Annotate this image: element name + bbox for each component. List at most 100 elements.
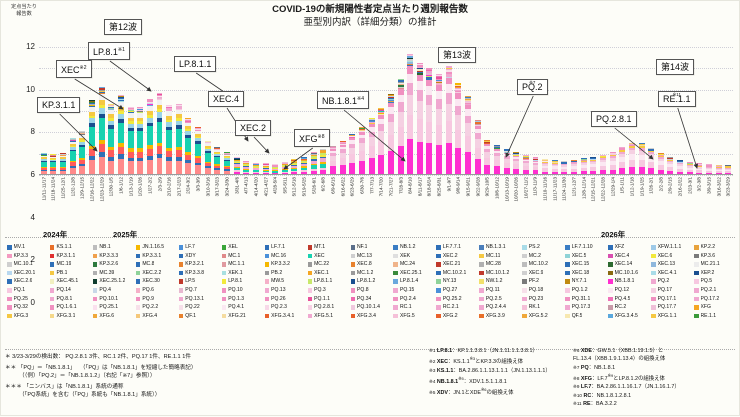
legend-swatch [136,314,141,319]
legend-item: MV.1 [7,243,50,252]
bar-segment [147,149,153,156]
x-axis-tick-label: 7/21-7/27 [388,177,393,196]
bar-slot [348,47,358,175]
legend-item: PQ.17.3 [565,303,608,312]
table-row [581,158,587,175]
x-axis-tick-label: 5/12-5/18 [292,177,297,196]
bar-segment [147,126,153,145]
x-label-slot: 3/2-3/8 [695,176,705,224]
bar-slot [521,47,531,175]
table-row [99,87,105,175]
x-axis-tick-label: 9/1-9/7 [446,177,451,191]
x-label-slot: 3/16-3/22 [714,176,724,224]
legend-label: PQ.1.1 [314,295,330,304]
legend-swatch [436,314,441,319]
legend-label: XEC.4 [615,252,630,261]
footnote: ※3 KS.1.1：BA.2.86.1.1.13.1.1.1（JN.1.13.1… [429,367,579,375]
legend-label: LP.8.1.2 [357,277,375,286]
legend-swatch [608,288,613,293]
legend-label: XFG [701,303,711,312]
bar-segment [426,122,432,143]
legend-swatch [93,305,98,310]
bar-segment [166,161,172,175]
legend-swatch [479,314,484,319]
bar-segment [70,151,76,160]
x-label-slot: 1/13-1/19 [126,176,136,224]
legend-item: NB.1.3.1 [479,243,522,252]
legend-swatch [565,262,570,267]
note-1-marker: ＊ [5,354,11,360]
legend-item: MC.24 [393,260,436,269]
x-axis-tick-label: 3/31-4/6 [234,177,239,194]
legend-swatch [179,279,184,284]
bar-slot [482,47,492,175]
bar-segment [349,148,355,155]
table-row [417,63,423,175]
bar-segment [118,147,124,154]
table-row [291,159,297,175]
table-row [195,127,201,175]
legend-item: XFG.1.1 [651,312,694,321]
legend-swatch [179,245,184,250]
legend-label: LP.8.1.1 [314,277,332,286]
legend-item: PQ.17.7 [651,303,694,312]
legend-item: PQ.13 [265,286,308,295]
x-label-slot: 12/30-1/5 [106,176,116,224]
legend-divider [5,237,735,238]
legend-label: XEC.6 [658,252,673,261]
legend-label: MC.10.1.6 [615,269,639,278]
table-row [639,143,645,175]
legend-item: PQ.31.1 [565,295,608,304]
legend-swatch [50,288,55,293]
x-axis-tick-label: 7/7-7/13 [369,177,374,194]
x-label-slot: 8/25-8/31 [434,176,444,224]
legend-swatch [308,271,313,276]
legend-item: RC.2.1 [436,303,479,312]
x-label-slot: 3/24-3/30 [222,176,232,224]
bar-segment [417,101,423,119]
legend-item: PQ.23 [522,295,565,304]
bar-segment [378,124,384,131]
legend-label: PQ.31.1 [572,295,591,304]
legend-item: XEC.25.1.2 [93,277,136,286]
legend-swatch [694,254,699,259]
bar-segment [436,99,442,109]
legend-label: LP.8.1.4 [400,277,418,286]
legend-swatch [694,271,699,276]
bar-segment [185,138,191,153]
x-axis-tick-label: 6/2-6/8 [321,177,326,191]
footnote: ※5 XDV：JN.1とXDE※6の組換え体 [429,386,579,397]
table-row [590,157,596,175]
x-label-slot: 1/26-2/1 [646,176,656,224]
legend-label: PQ.14 [56,286,70,295]
legend-item: PQ.1.1 [308,295,351,304]
legend-label: KP.3.6 [701,252,716,261]
legend-swatch [393,314,398,319]
legend-swatch [479,279,484,284]
legend-swatch [93,288,98,293]
bar-segment [446,143,452,175]
legend-swatch [393,279,398,284]
legend-label: XEC.4.1 [658,269,677,278]
legend-item: MC.10.1.6 [608,269,651,278]
legend-item: MC.1 [222,252,265,261]
table-row [41,153,47,175]
legend-label: LF.7.1 [271,243,285,252]
x-label-slot: 1/12-1/18 [627,176,637,224]
legend-item: XFG.5.2 [522,312,565,321]
legend-label: PQ.2 [658,277,670,286]
y-axis-tick: 4 [31,213,35,222]
legend-item: XDY [179,252,222,261]
legend-item: MC.19 [50,260,93,269]
x-axis-tick-label: 5/5-5/11 [282,177,287,194]
bar-segment [388,122,394,135]
bar-segment [108,161,114,175]
legend-label: MC.10.2.1 [443,269,467,278]
x-label-slot: 9/29-10/5 [482,176,492,224]
x-axis-tick-label: 2/24-3/2 [186,177,191,194]
legend-label: KP.2.2 [701,243,716,252]
legend-item: KP.2.2 [694,243,737,252]
x-label-slot: 11/11-11/17 [39,176,49,224]
legend-swatch [393,297,398,302]
